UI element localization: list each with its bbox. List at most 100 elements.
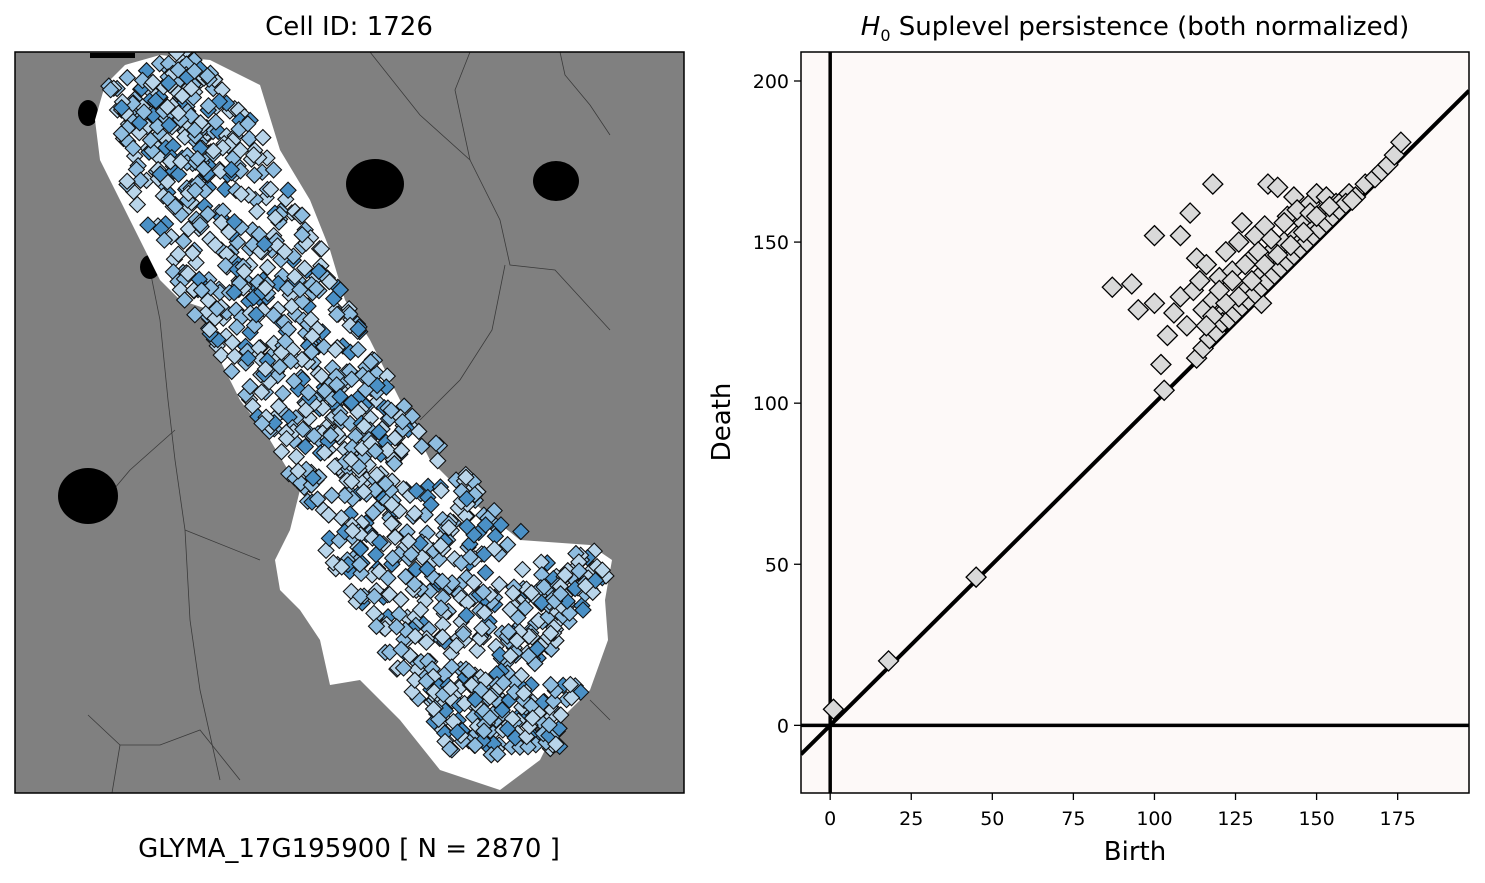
transcript-marker [206, 236, 225, 254]
transcript-marker [309, 262, 328, 281]
transcript-marker [433, 572, 452, 591]
persistence-point [1120, 273, 1143, 295]
transcript-marker [252, 383, 271, 401]
transcript-marker [254, 128, 272, 147]
transcript-marker [355, 482, 373, 501]
persistence-point [1175, 314, 1198, 337]
persistence-point [1208, 279, 1231, 302]
x-tick-label: 50 [980, 808, 1004, 830]
transcript-marker [593, 561, 612, 579]
transcript-marker [551, 585, 570, 603]
transcript-marker [392, 640, 411, 659]
transcript-marker [232, 185, 250, 203]
transcript-marker [522, 584, 541, 602]
persistence-point [965, 566, 988, 589]
transcript-marker [427, 434, 445, 452]
transcript-marker [342, 450, 360, 468]
transcript-marker [468, 641, 486, 660]
transcript-marker [385, 454, 404, 473]
transcript-marker [293, 292, 312, 311]
transcript-marker [139, 216, 157, 234]
transcript-marker [417, 672, 436, 691]
transcript-marker [297, 401, 315, 419]
transcript-marker [278, 279, 297, 298]
transcript-marker [476, 563, 495, 582]
transcript-marker [118, 68, 137, 87]
transcript-marker [279, 181, 297, 199]
transcript-marker [293, 350, 311, 369]
persistence-point [1279, 234, 1302, 257]
persistence-point [1195, 253, 1218, 276]
transcript-marker [491, 646, 509, 664]
transcript-marker [476, 516, 495, 534]
transcript-marker [485, 540, 504, 558]
transcript-marker [378, 441, 397, 459]
transcript-marker [169, 61, 187, 79]
transcript-marker [540, 716, 558, 734]
transcript-marker [166, 197, 185, 216]
transcript-marker [428, 451, 447, 470]
transcript-marker [342, 393, 361, 412]
transcript-marker [541, 624, 560, 643]
transcript-marker [504, 584, 522, 602]
x-tick-label: 75 [1061, 808, 1085, 830]
gene-caption: GLYMA_17G195900 [ N = 2870 ] [138, 834, 560, 864]
transcript-marker [286, 267, 304, 286]
transcript-marker [185, 62, 204, 80]
transcript-marker [407, 482, 426, 500]
transcript-marker [200, 320, 219, 339]
transcript-marker [296, 437, 315, 456]
transcript-marker [253, 414, 271, 433]
persistence-point [1266, 244, 1289, 266]
transcript-marker [418, 560, 436, 578]
transcript-marker [285, 372, 303, 390]
transcript-marker [272, 442, 291, 461]
transcript-marker [371, 533, 389, 552]
transcript-marker [231, 141, 250, 160]
transcript-marker [131, 171, 150, 190]
transcript-marker [328, 305, 346, 324]
y-tick-label: 50 [765, 554, 789, 576]
transcript-marker [424, 700, 443, 718]
transcript-marker [336, 486, 354, 505]
transcript-marker [382, 495, 401, 514]
transcript-marker [264, 161, 283, 179]
transcript-marker [277, 429, 296, 448]
persistence-point [1231, 211, 1253, 234]
persistence-point [1227, 231, 1250, 254]
y-tick-label: 200 [753, 71, 789, 93]
transcript-marker [475, 722, 493, 740]
transcript-marker [322, 486, 341, 505]
transcript-marker [199, 205, 217, 223]
persistence-point [1101, 276, 1124, 299]
transcript-marker [147, 91, 165, 110]
persistence-point [1273, 211, 1296, 234]
persistence-points [822, 131, 1412, 721]
y-axis-label: Death [707, 383, 737, 462]
transcript-marker [394, 659, 413, 677]
persistence-point [1341, 189, 1364, 212]
transcript-marker [321, 426, 340, 445]
transcript-marker [295, 259, 314, 277]
transcript-marker [457, 489, 476, 508]
y-tick-label: 0 [777, 715, 789, 737]
transcript-marker [512, 522, 530, 541]
transcript-marker [228, 318, 246, 336]
transcript-marker [342, 472, 361, 491]
persistence-point [1143, 292, 1166, 315]
transcript-marker [516, 599, 535, 617]
transcript-marker [406, 671, 424, 689]
transcript-marker [183, 244, 202, 262]
transcript-marker [551, 706, 570, 724]
cell-panel-title: Cell ID: 1726 [265, 12, 433, 42]
transcript-marker [448, 723, 467, 741]
transcript-marker [302, 343, 321, 361]
transcript-marker [225, 212, 244, 231]
transcript-marker [494, 673, 513, 692]
transcript-marker [225, 283, 243, 302]
transcript-marker [461, 548, 480, 566]
transcript-marker [118, 172, 136, 190]
transcript-marker [368, 466, 386, 484]
transcript-marker [261, 180, 280, 198]
transcript-marker [248, 202, 266, 221]
